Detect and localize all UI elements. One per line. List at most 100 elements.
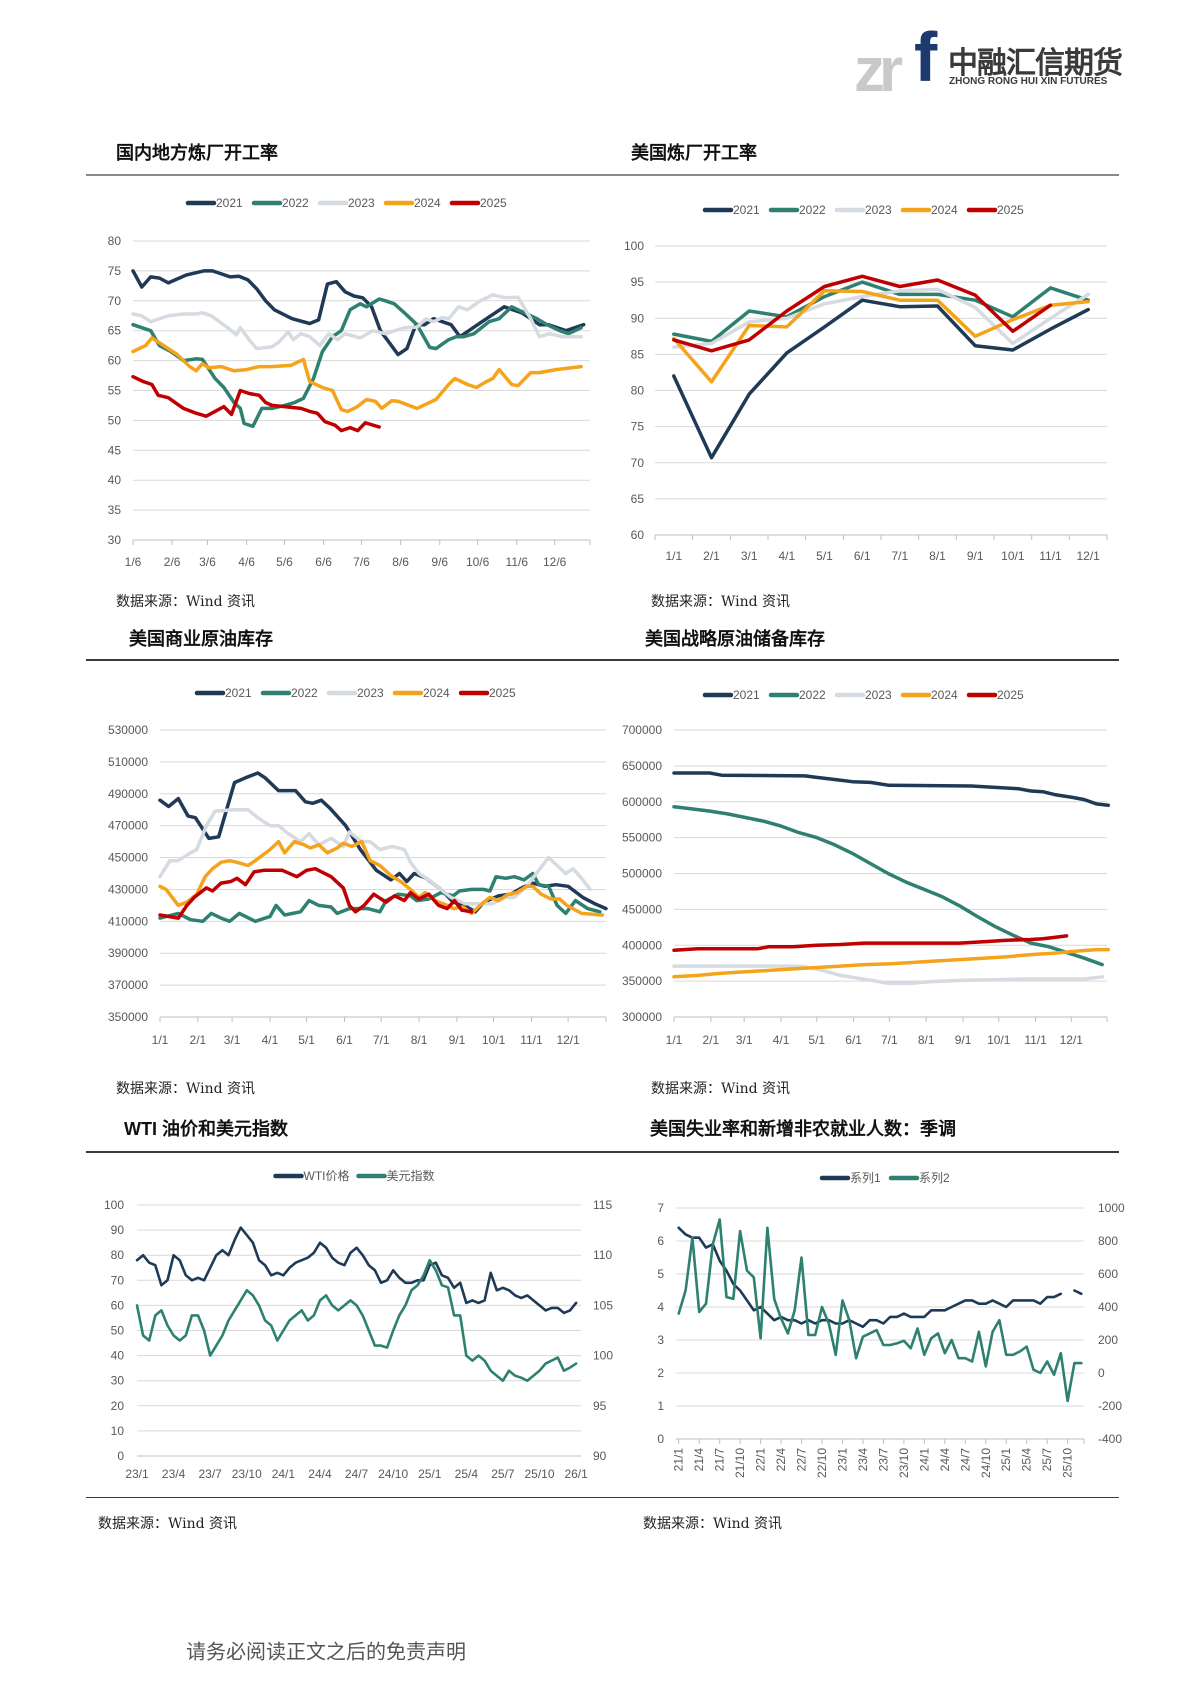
source-note: 数据来源：Wind 资讯	[98, 1516, 238, 1532]
x-tick-label: 21/10	[733, 1448, 747, 1478]
x-tick-label: 5/1	[298, 1033, 315, 1047]
legend-item: 2023	[834, 203, 892, 217]
y-tick-label: 350000	[108, 1010, 148, 1024]
y-tick-label: 410000	[108, 914, 148, 928]
x-tick-label: 24/1	[917, 1448, 931, 1472]
x-tick-label: 10/1	[987, 1033, 1011, 1047]
legend-label: 2025	[997, 688, 1024, 702]
series-line-2025	[672, 934, 1069, 953]
legend-item: 2023	[834, 688, 892, 702]
logo-english-name: ZHONG RONG HUI XIN FUTURES	[949, 76, 1108, 87]
x-tick-label: 9/6	[431, 555, 448, 569]
legend-label: WTI价格	[304, 1168, 350, 1183]
y-tick-label: 60	[111, 1298, 125, 1312]
x-tick-label: 2/1	[703, 549, 720, 563]
legend-item: 2022	[768, 688, 826, 702]
x-tick-label: 9/1	[967, 549, 984, 563]
x-tick-label: 10/1	[1001, 549, 1025, 563]
section-divider	[86, 174, 1119, 176]
chart-legend: 系列1 系列2	[819, 1171, 950, 1185]
disclaimer-footer: 请务必阅读正文之后的免责声明	[186, 1639, 466, 1664]
series-line-系列1	[677, 1226, 1063, 1329]
x-tick-label: 6/6	[315, 555, 332, 569]
y2-tick-label: 90	[593, 1449, 607, 1463]
y-tick-label: 370000	[108, 978, 148, 992]
x-tick-label: 23/4	[162, 1467, 186, 1481]
series-line-2024	[672, 289, 1090, 384]
series-line-2024	[158, 839, 605, 917]
series-line-2022	[672, 280, 1090, 344]
y2-tick-label: -400	[1098, 1432, 1122, 1446]
section-divider	[86, 1151, 1119, 1153]
x-tick-label: 23/7	[876, 1448, 890, 1472]
chart-title-wti-and-dollar-index: WTI 油价和美元指数	[124, 1119, 288, 1139]
series-line-2025	[672, 274, 1053, 353]
source-note: 数据来源：Wind 资讯	[651, 1081, 791, 1097]
y2-tick-label: 95	[593, 1399, 607, 1413]
y-tick-label: 600000	[622, 795, 662, 809]
legend-item: 2024	[900, 688, 958, 702]
y-tick-label: 65	[631, 492, 645, 506]
x-tick-label: 8/6	[392, 555, 409, 569]
y-tick-label: 30	[108, 533, 122, 547]
legend-label: 2025	[489, 686, 516, 700]
chart-title-us-unemployment-and-nonfarm: 美国失业率和新增非农就业人数：季调	[650, 1119, 956, 1139]
legend-item: 2024	[383, 196, 441, 210]
y-tick-label: 530000	[108, 723, 148, 737]
y-tick-label: 100	[624, 239, 644, 253]
legend-label: 美元指数	[387, 1168, 435, 1183]
y-tick-label: 95	[631, 275, 645, 289]
source-note: 数据来源：Wind 资讯	[116, 1081, 256, 1097]
y-tick-label: 510000	[108, 755, 148, 769]
y-tick-label: 700000	[622, 723, 662, 737]
series-line-WTI价格	[135, 1226, 578, 1315]
y-tick-label: 80	[111, 1248, 125, 1262]
x-tick-label: 3/6	[199, 555, 216, 569]
y-tick-label: 5	[657, 1267, 664, 1281]
x-tick-label: 1/1	[666, 1033, 683, 1047]
x-tick-label: 25/4	[1020, 1448, 1034, 1472]
y-tick-label: 470000	[108, 819, 148, 833]
x-tick-label: 23/1	[125, 1467, 149, 1481]
chart-title-us-commercial-crude-stocks: 美国商业原油库存	[129, 629, 273, 649]
y2-tick-label: 0	[1098, 1366, 1105, 1380]
y-tick-label: 7	[657, 1201, 664, 1215]
x-tick-label: 25/1	[418, 1467, 442, 1481]
legend-label: 系列2	[919, 1171, 950, 1185]
y-tick-label: 70	[108, 294, 122, 308]
legend-label: 2025	[480, 196, 507, 210]
x-tick-label: 25/1	[999, 1448, 1013, 1472]
logo-mark-f: f	[914, 18, 938, 96]
series-line-2025	[131, 374, 381, 433]
legend-item: 2024	[392, 686, 450, 700]
x-tick-label: 5/6	[276, 555, 293, 569]
legend-item: 2023	[326, 686, 384, 700]
x-tick-label: 22/10	[815, 1448, 829, 1478]
series-line-2022	[158, 871, 602, 924]
company-logo: zr f 中融汇信期货 ZHONG RONG HUI XIN FUTURES	[852, 22, 1127, 102]
chart-legend: WTI价格 美元指数	[273, 1168, 435, 1183]
legend-item: 系列2	[888, 1171, 950, 1185]
y-tick-label: 35	[108, 503, 122, 517]
legend-label: 2021	[225, 686, 252, 700]
x-tick-label: 3/1	[224, 1033, 241, 1047]
legend-label: 2024	[414, 196, 441, 210]
legend-item: 2025	[458, 686, 516, 700]
legend-label: 2021	[216, 196, 243, 210]
x-tick-label: 25/10	[525, 1467, 555, 1481]
y-tick-label: 430000	[108, 882, 148, 896]
x-tick-label: 24/4	[938, 1448, 952, 1472]
x-tick-label: 5/1	[808, 1033, 825, 1047]
series-line-2021	[131, 269, 586, 357]
y2-tick-label: 200	[1098, 1333, 1118, 1347]
y-tick-label: 390000	[108, 946, 148, 960]
y2-tick-label: 800	[1098, 1234, 1118, 1248]
y-tick-label: 10	[111, 1424, 125, 1438]
y-tick-label: 400000	[622, 938, 662, 952]
x-tick-label: 21/1	[672, 1448, 686, 1472]
chart-title-us-refinery-utilization: 美国炼厂开工率	[631, 143, 757, 163]
x-tick-label: 7/1	[881, 1033, 898, 1047]
